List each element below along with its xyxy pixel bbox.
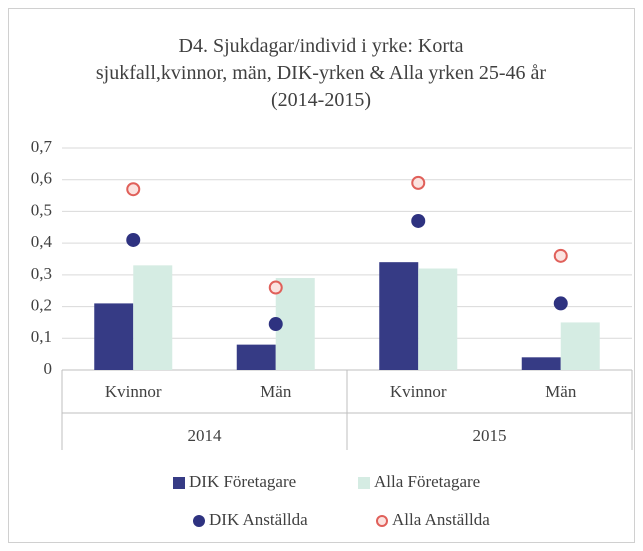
y-tick-label: 0,3 — [31, 264, 52, 283]
y-tick-label: 0,1 — [31, 327, 52, 346]
marker — [126, 182, 141, 197]
legend-label: DIK Företagare — [189, 472, 296, 491]
legend-label: Alla Företagare — [374, 472, 480, 491]
x-tick-label: Män — [260, 382, 292, 401]
bar — [379, 262, 419, 370]
bar — [94, 303, 134, 370]
legend-swatch — [173, 477, 185, 489]
y-tick-label: 0,7 — [31, 137, 53, 156]
marker — [268, 317, 283, 332]
bar — [418, 268, 458, 370]
y-tick-label: 0,5 — [31, 200, 52, 219]
chart-title: D4. Sjukdagar/individ i yrke: Korta sjukf… — [96, 35, 547, 111]
legend-label: Alla Anställda — [392, 510, 490, 529]
y-tick-label: 0 — [44, 359, 53, 378]
bar — [521, 357, 561, 370]
marker — [553, 296, 568, 311]
marker — [411, 175, 426, 190]
legend-swatch — [193, 515, 205, 527]
bar — [236, 344, 276, 370]
legend-swatch — [358, 477, 370, 489]
chart-border — [8, 8, 635, 543]
marker — [126, 232, 141, 247]
y-tick-label: 0,2 — [31, 295, 52, 314]
group-label: 2015 — [473, 426, 507, 445]
legend-label: DIK Anställda — [209, 510, 308, 529]
marker — [411, 213, 426, 228]
x-tick-label: Kvinnor — [105, 382, 162, 401]
y-tick-label: 0,4 — [31, 232, 53, 251]
legend-swatch — [376, 515, 388, 527]
y-tick-label: 0,6 — [31, 169, 52, 188]
group-label: 2014 — [188, 426, 223, 445]
x-tick-label: Kvinnor — [390, 382, 447, 401]
marker — [268, 280, 283, 295]
bar — [133, 265, 173, 370]
x-tick-label: Män — [545, 382, 577, 401]
bar — [560, 322, 600, 370]
marker — [553, 248, 568, 263]
